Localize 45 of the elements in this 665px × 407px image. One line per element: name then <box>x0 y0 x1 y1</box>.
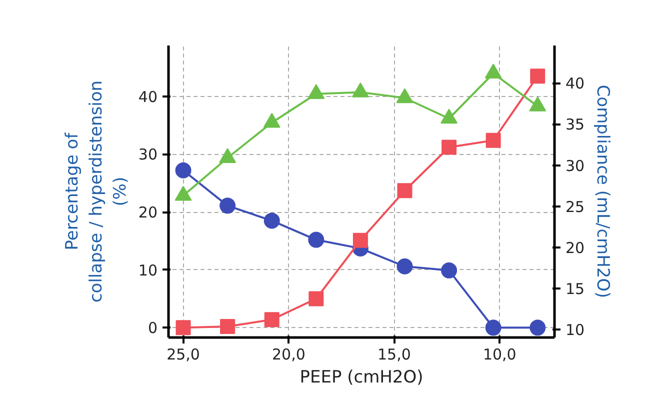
y2-tick-label: 30 <box>566 156 585 175</box>
point <box>441 262 458 278</box>
y-tick-label: 20 <box>138 204 158 222</box>
y2-tick-label: 15 <box>566 280 585 298</box>
y2-tick-label: 35 <box>566 116 585 134</box>
y-axis-title: Percentage of collapse / hyperdistension (%) <box>62 80 130 303</box>
point <box>440 108 458 124</box>
point <box>530 320 546 336</box>
point <box>219 148 236 163</box>
y2-tick-label: 10 <box>566 320 585 339</box>
x-tick-label: 20,0 <box>272 346 306 364</box>
point <box>396 258 413 274</box>
y2-tick-label: 20 <box>566 238 585 257</box>
point <box>352 82 369 98</box>
point <box>484 64 502 79</box>
point <box>485 320 502 336</box>
point <box>308 291 324 306</box>
y2-axis-title: Compliance (mL/cmH2O) <box>592 84 613 298</box>
point <box>396 88 414 104</box>
point <box>530 68 546 84</box>
y-tick-label: 0 <box>148 319 158 338</box>
y2-tick-label: 40 <box>566 74 585 93</box>
point <box>442 140 457 155</box>
point <box>176 320 191 336</box>
point <box>529 96 546 112</box>
point <box>397 183 412 198</box>
x-tick-label: 15,0 <box>377 346 411 364</box>
y-tick-label: 10 <box>138 261 158 280</box>
point <box>264 312 280 328</box>
point <box>263 112 280 128</box>
y-tick-label: 40 <box>138 88 158 106</box>
point <box>175 162 192 178</box>
point <box>486 132 501 148</box>
x-axis-title: PEEP (cmH2O) <box>300 368 424 388</box>
point <box>308 84 325 100</box>
point <box>308 232 324 248</box>
x-tick-label: 25,0 <box>166 346 200 364</box>
y2-tick-label: 25 <box>566 198 585 216</box>
point <box>352 232 368 248</box>
point <box>264 212 280 229</box>
x-tick-label: 10,0 <box>482 346 516 364</box>
y-tick-label: 30 <box>138 146 158 164</box>
point <box>220 198 236 214</box>
point <box>174 186 192 201</box>
point <box>220 319 236 334</box>
